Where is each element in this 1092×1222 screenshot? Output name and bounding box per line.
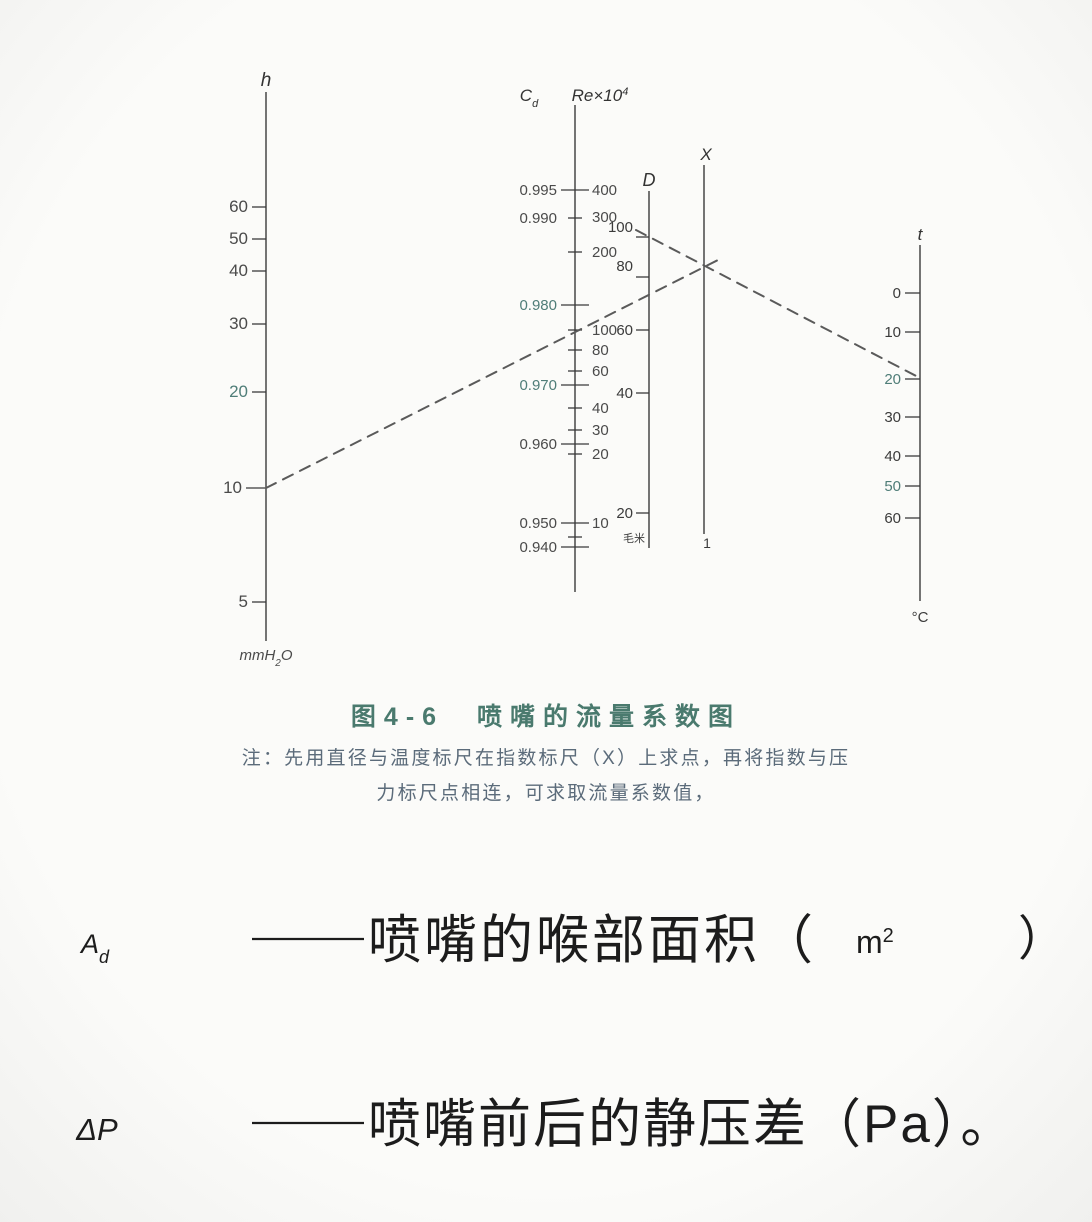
svg-text:100: 100 [592, 322, 617, 339]
svg-text:D: D [643, 170, 656, 190]
svg-text:80: 80 [592, 342, 609, 359]
svg-text:50: 50 [884, 478, 901, 495]
svg-text:40: 40 [229, 261, 248, 280]
svg-text:20: 20 [616, 505, 633, 522]
svg-text:20: 20 [884, 371, 901, 388]
svg-text:0.990: 0.990 [519, 210, 557, 227]
svg-text:）: ） [1018, 913, 1066, 966]
svg-text:0.950: 0.950 [519, 515, 557, 532]
svg-text:ΔP: ΔP [75, 1112, 118, 1147]
svg-text:°C: °C [912, 609, 929, 626]
svg-text:0.960: 0.960 [519, 436, 557, 453]
svg-text:力标尺点相连，可求取流量系数值，: 力标尺点相连，可求取流量系数值， [376, 782, 715, 804]
svg-text:0.995: 0.995 [519, 182, 557, 199]
svg-text:30: 30 [592, 422, 609, 439]
svg-text:100: 100 [608, 219, 633, 236]
svg-text:注：先用直径与温度标尺在指数标尺（X）上求点，再将指数与压: 注：先用直径与温度标尺在指数标尺（X）上求点，再将指数与压 [242, 747, 850, 769]
svg-text:0.980: 0.980 [519, 297, 557, 314]
svg-text:图4-6 喷嘴的流量系数图: 图4-6 喷嘴的流量系数图 [351, 702, 741, 731]
svg-text:10: 10 [592, 515, 609, 532]
svg-text:20: 20 [592, 446, 609, 463]
svg-text:毛米: 毛米 [623, 532, 645, 545]
svg-text:200: 200 [592, 244, 617, 261]
svg-text:Re×104: Re×104 [572, 86, 629, 105]
svg-text:喷嘴的喉部面积（: 喷嘴的喉部面积（ [368, 911, 816, 970]
svg-text:50: 50 [229, 229, 248, 248]
svg-text:h: h [261, 70, 272, 91]
svg-text:10: 10 [223, 478, 242, 497]
svg-text:80: 80 [616, 258, 633, 275]
svg-text:0.940: 0.940 [519, 539, 557, 556]
svg-text:0.970: 0.970 [519, 377, 557, 394]
svg-text:40: 40 [592, 400, 609, 417]
svg-text:5: 5 [239, 592, 248, 611]
svg-text:X: X [699, 145, 712, 164]
svg-text:10: 10 [884, 324, 901, 341]
svg-text:1: 1 [703, 535, 711, 551]
svg-text:60: 60 [616, 322, 633, 339]
svg-text:30: 30 [884, 409, 901, 426]
svg-text:60: 60 [229, 197, 248, 216]
svg-text:0: 0 [893, 285, 901, 302]
svg-text:30: 30 [229, 314, 248, 333]
svg-text:20: 20 [229, 382, 248, 401]
svg-text:40: 40 [616, 385, 633, 402]
svg-text:60: 60 [592, 363, 609, 380]
svg-text:400: 400 [592, 182, 617, 199]
svg-text:喷嘴前后的静压差（Pa）。: 喷嘴前后的静压差（Pa）。 [368, 1095, 1015, 1154]
svg-text:60: 60 [884, 510, 901, 527]
svg-text:40: 40 [884, 448, 901, 465]
